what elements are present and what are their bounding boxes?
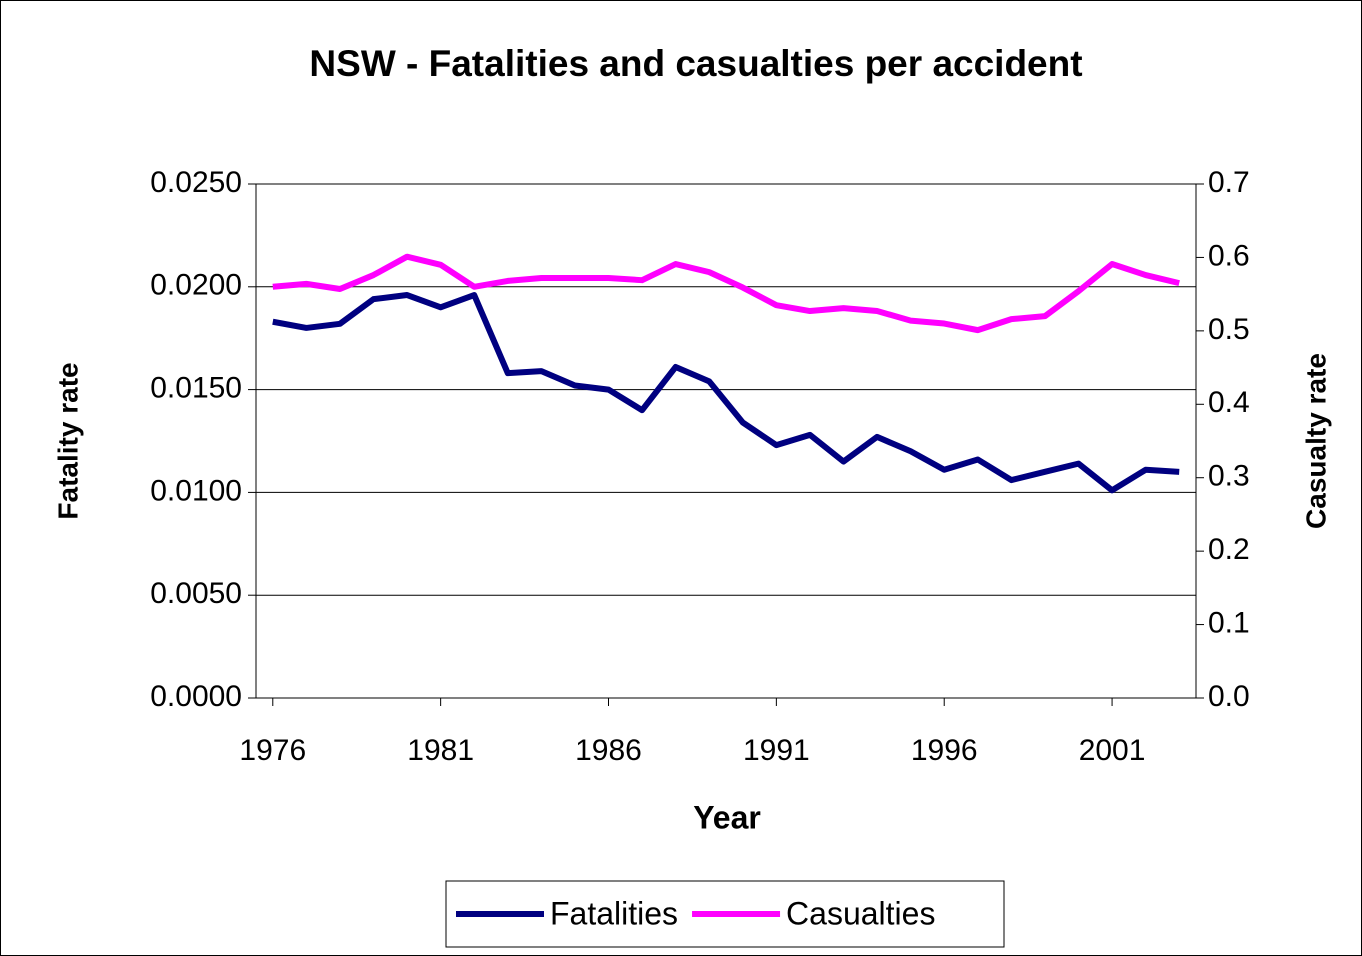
x-tick-label: 1991 xyxy=(743,734,810,767)
y2-tick-label: 0.4 xyxy=(1208,386,1250,419)
chart-title: NSW - Fatalities and casualties per acci… xyxy=(309,43,1082,84)
y-tick-label: 0.0250 xyxy=(150,166,242,199)
y2-tick-label: 0.1 xyxy=(1208,606,1250,639)
x-tick-label: 1986 xyxy=(575,734,642,767)
y2-tick-label: 0.6 xyxy=(1208,239,1250,272)
x-tick-label: 1996 xyxy=(911,734,978,767)
plot-frame xyxy=(255,183,1197,699)
legend-label: Casualties xyxy=(786,895,935,931)
x-tick-label: 1981 xyxy=(407,734,474,767)
y-axis-label: Fatality rate xyxy=(52,362,83,519)
y-tick-label: 0.0000 xyxy=(150,680,242,713)
y2-tick-label: 0.2 xyxy=(1208,533,1250,566)
legend-label: Fatalities xyxy=(550,895,678,931)
series-line xyxy=(272,292,1180,494)
y-tick-label: 0.0150 xyxy=(150,372,242,405)
x-tick-label: 2001 xyxy=(1079,734,1146,767)
y-tick-label: 0.0100 xyxy=(150,474,242,507)
y2-tick-label: 0.0 xyxy=(1208,680,1250,713)
y-tick-label: 0.0050 xyxy=(150,577,242,610)
series-line xyxy=(272,253,1180,334)
y2-tick-label: 0.7 xyxy=(1208,166,1250,199)
y2-axis-label: Casualty rate xyxy=(1300,353,1331,529)
y-tick-label: 0.0200 xyxy=(150,269,242,302)
x-axis-label: Year xyxy=(693,799,761,835)
y2-tick-label: 0.5 xyxy=(1208,313,1250,346)
y2-tick-label: 0.3 xyxy=(1208,460,1250,493)
x-tick-label: 1976 xyxy=(239,734,306,767)
